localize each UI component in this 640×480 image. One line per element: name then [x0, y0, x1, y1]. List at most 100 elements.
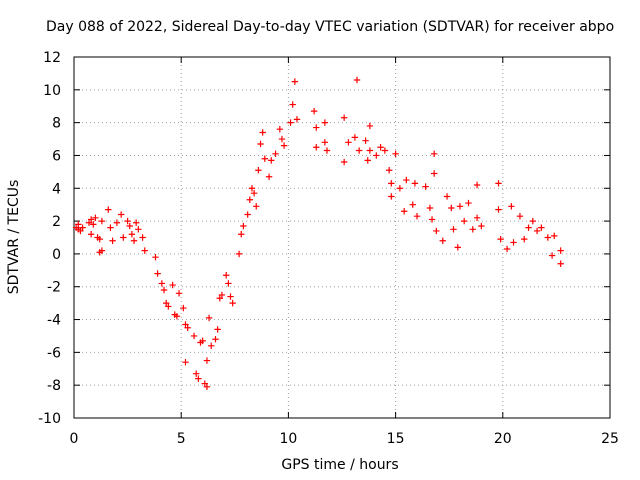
data-point-49	[203, 383, 211, 391]
data-point-117	[433, 227, 440, 235]
data-point-95	[362, 137, 369, 144]
y-tick-label-0: -10	[38, 411, 61, 427]
data-point-140	[533, 227, 541, 235]
data-point-146	[557, 260, 564, 267]
data-point-21	[124, 217, 131, 225]
data-point-76	[276, 126, 284, 133]
x-tick-label-5: 25	[601, 431, 619, 447]
data-point-128	[473, 181, 481, 189]
data-point-143	[548, 252, 556, 259]
data-point-71	[259, 129, 266, 136]
data-point-15	[105, 206, 112, 213]
data-point-75	[272, 150, 279, 158]
data-point-80	[289, 101, 296, 108]
y-tick-label-10: 10	[43, 83, 61, 99]
y-tick-label-6: 2	[52, 214, 61, 230]
data-point-6	[87, 216, 95, 223]
data-point-54	[214, 326, 221, 333]
data-point-43	[190, 332, 198, 340]
data-point-64	[244, 211, 251, 218]
data-point-3	[79, 224, 86, 231]
data-point-107	[400, 208, 408, 215]
data-point-115	[430, 170, 438, 177]
data-point-134	[508, 203, 515, 210]
data-point-45	[195, 375, 202, 382]
data-point-26	[135, 226, 142, 233]
data-point-52	[208, 342, 215, 349]
data-point-32	[160, 286, 168, 294]
data-point-139	[529, 217, 537, 225]
data-point-33	[162, 299, 170, 307]
x-tick-label-3: 15	[387, 431, 405, 447]
data-point-44	[193, 370, 200, 377]
data-point-109	[409, 201, 416, 208]
data-point-123	[456, 203, 464, 210]
data-point-83	[310, 107, 318, 115]
data-point-60	[229, 299, 236, 307]
data-point-5	[85, 219, 93, 226]
data-point-25	[132, 219, 140, 226]
data-point-31	[158, 280, 166, 287]
data-point-127	[473, 214, 481, 222]
data-point-47	[199, 337, 206, 345]
data-point-18	[113, 219, 121, 226]
data-point-68	[253, 203, 260, 210]
data-point-88	[323, 147, 331, 154]
data-point-70	[257, 140, 264, 148]
data-point-144	[551, 232, 558, 240]
data-point-73	[265, 173, 273, 180]
data-point-118	[439, 237, 446, 244]
grid-lines	[74, 57, 610, 418]
data-point-114	[428, 216, 436, 223]
data-point-58	[225, 280, 232, 287]
data-point-120	[448, 204, 455, 212]
data-point-81	[291, 78, 299, 85]
data-point-105	[392, 150, 399, 158]
data-point-40	[182, 321, 189, 328]
data-point-4	[75, 221, 82, 228]
data-point-41	[184, 324, 191, 331]
data-point-124	[461, 217, 468, 225]
data-point-57	[223, 272, 230, 279]
data-point-130	[495, 180, 502, 187]
data-point-77	[278, 135, 286, 143]
data-point-22	[126, 222, 133, 230]
data-point-16	[107, 224, 114, 231]
data-point-79	[287, 119, 294, 126]
data-point-129	[478, 222, 485, 230]
data-point-86	[321, 119, 329, 126]
x-tick-label-2: 10	[279, 431, 297, 447]
data-point-37	[173, 313, 181, 320]
chart-title: Day 088 of 2022, Sidereal Day-to-day VTE…	[46, 19, 614, 35]
data-point-11	[96, 235, 103, 243]
data-point-135	[510, 239, 517, 246]
y-tick-label-8: 6	[52, 148, 61, 164]
data-point-42	[182, 359, 189, 366]
data-point-122	[454, 244, 461, 251]
data-point-62	[238, 231, 245, 238]
data-point-121	[450, 226, 457, 233]
data-point-89	[340, 114, 348, 121]
data-point-87	[321, 139, 329, 146]
data-points	[72, 76, 564, 391]
data-point-131	[495, 206, 502, 213]
data-point-19	[117, 211, 125, 218]
data-point-99	[373, 152, 380, 159]
axis-ticks	[73, 56, 611, 419]
data-point-125	[465, 199, 472, 207]
data-point-28	[141, 247, 148, 254]
data-point-14	[98, 247, 106, 254]
data-point-12	[98, 217, 106, 225]
data-point-90	[340, 158, 348, 166]
data-point-48	[201, 380, 208, 387]
data-point-2	[77, 227, 84, 235]
data-point-142	[544, 234, 552, 241]
data-point-78	[280, 142, 288, 149]
y-tick-label-4: -2	[47, 280, 61, 296]
data-point-110	[411, 180, 419, 187]
data-point-7	[90, 221, 97, 228]
data-point-29	[152, 253, 159, 261]
plot-frame	[73, 56, 611, 419]
data-point-9	[92, 214, 99, 222]
